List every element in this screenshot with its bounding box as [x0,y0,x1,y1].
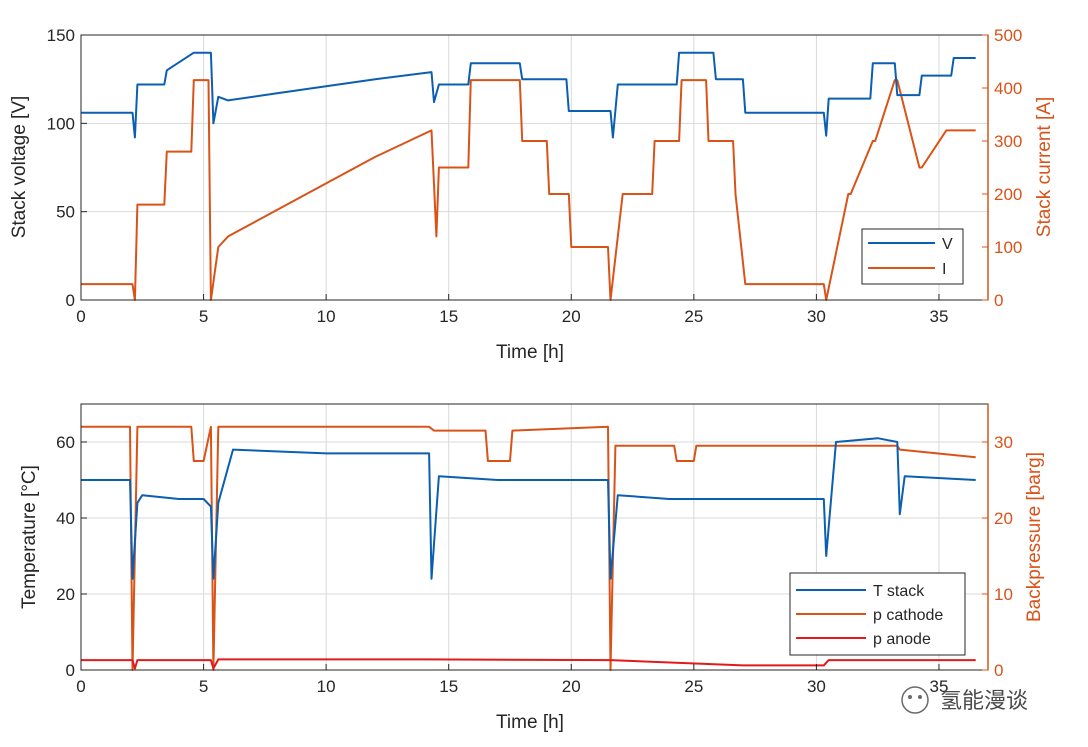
y2-tick-label: 400 [994,79,1022,98]
y-tick-label: 150 [47,26,75,45]
x-tick-label: 5 [199,307,208,326]
y-tick-label: 100 [47,114,75,133]
x-tick-label: 0 [76,307,85,326]
y-tick-label: 20 [56,585,75,604]
x-tick-label: 25 [684,307,703,326]
x-tick-label: 10 [317,307,336,326]
watermark: 氢能漫谈 [901,686,1028,714]
x-tick-label: 0 [76,677,85,696]
x-tick-label: 20 [562,307,581,326]
x-tick-label: 20 [562,677,581,696]
y2-tick-label: 10 [994,585,1013,604]
bottom-ylabel: Temperature [°C] [19,465,40,609]
top-ticks: 0 5 10 15 20 25 30 35 0 50 100 150 0 100 200 300 400 500 [47,26,1023,326]
y2-tick-label: 0 [994,661,1003,680]
x-tick-label: 35 [930,677,949,696]
legend-label-v: V [942,236,953,253]
x-tick-label: 10 [317,677,336,696]
x-tick-label: 35 [930,307,949,326]
x-tick-label: 15 [439,307,458,326]
y2-tick-label: 500 [994,26,1022,45]
wechat-icon-dot [908,695,912,699]
y-tick-label: 50 [56,203,75,222]
legend-label-panode: p anode [873,631,931,648]
y2-tick-label: 200 [994,185,1022,204]
x-tick-label: 30 [807,677,826,696]
series-v [81,51,976,139]
bottom-legend: T stack p cathode p anode [789,572,966,656]
top-y2label: Stack current [A] [1034,97,1055,237]
x-tick-label: 15 [439,677,458,696]
series-p-anode [81,658,976,670]
series-p-cathode [81,425,976,671]
bottom-ticks: 0 5 10 15 20 25 30 35 0 20 40 60 0 10 20 30 [56,404,1013,696]
y-tick-label: 0 [66,291,75,310]
x-tick-label: 5 [199,677,208,696]
wechat-icon [901,686,929,714]
wechat-icon-dot2 [918,695,922,699]
legend-label-i: I [942,261,946,278]
x-tick-label: 25 [684,677,703,696]
y-tick-label: 40 [56,509,75,528]
series-i [81,79,976,301]
y2-tick-label: 30 [994,433,1013,452]
top-series [81,51,976,301]
voltage-current-chart: 0 5 10 15 20 25 30 350501001500100200300400500 … [9,26,1055,363]
y-tick-label: 60 [56,433,75,452]
watermark-text: 氢能漫谈 [940,688,1028,713]
legend-label-pcathode: p cathode [873,607,943,624]
series-t-stack [81,437,976,580]
bottom-xlabel: Time [h] [496,712,564,733]
top-legend: V I [861,228,964,285]
top-ylabel: Stack voltage [V] [9,96,30,239]
y2-tick-label: 100 [994,238,1022,257]
y2-tick-label: 20 [994,509,1013,528]
y-tick-label: 0 [66,661,75,680]
legend-label-tstack: T stack [873,583,925,600]
x-tick-label: 30 [807,307,826,326]
temperature-pressure-chart: 0 5 10 15 20 25 30 35 0 20 40 60 0 10 20 30 Temperature… [19,403,1045,733]
bottom-series [81,425,976,671]
y2-tick-label: 0 [994,291,1003,310]
bottom-y2label: Backpressure [barg] [1024,452,1045,622]
y2-tick-label: 300 [994,132,1022,151]
top-legend-box [861,228,964,285]
top-xlabel: Time [h] [496,342,564,363]
